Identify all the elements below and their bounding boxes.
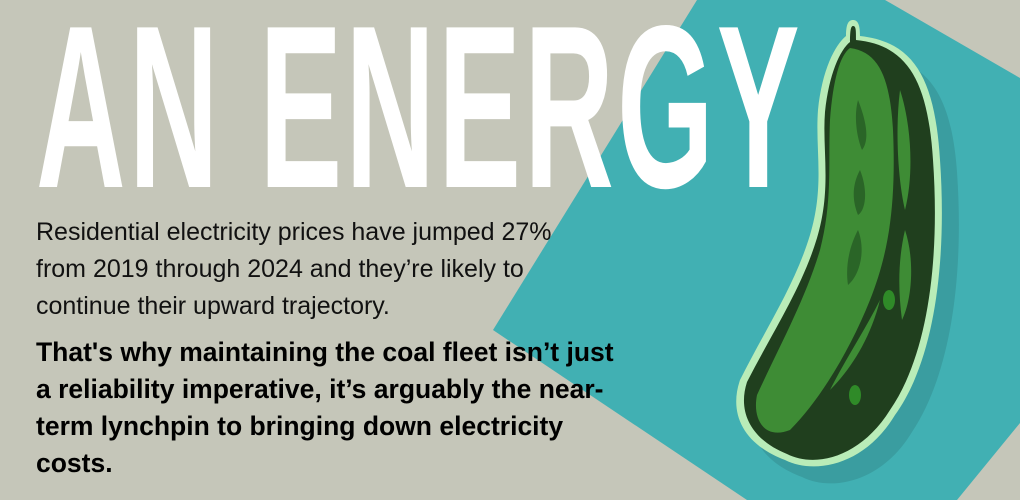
emphasis-line: That's why maintaining the coal fleet is…	[36, 337, 614, 367]
paragraph-line: continue their upward trajectory.	[36, 292, 390, 320]
pickle-icon	[736, 20, 959, 484]
emphasis-line: a reliability imperative, it’s arguably …	[36, 374, 604, 404]
emphasis-line: costs.	[36, 448, 113, 478]
headline: AN ENERGY	[36, 0, 803, 237]
emphasis-paragraph: That's why maintaining the coal fleet is…	[36, 334, 756, 482]
paragraph-line: Residential electricity prices have jump…	[36, 218, 552, 246]
paragraph-line: from 2019 through 2024 and they’re likel…	[36, 255, 524, 283]
emphasis-line: term lynchpin to bringing down electrici…	[36, 411, 564, 441]
intro-paragraph: Residential electricity prices have jump…	[36, 214, 756, 325]
